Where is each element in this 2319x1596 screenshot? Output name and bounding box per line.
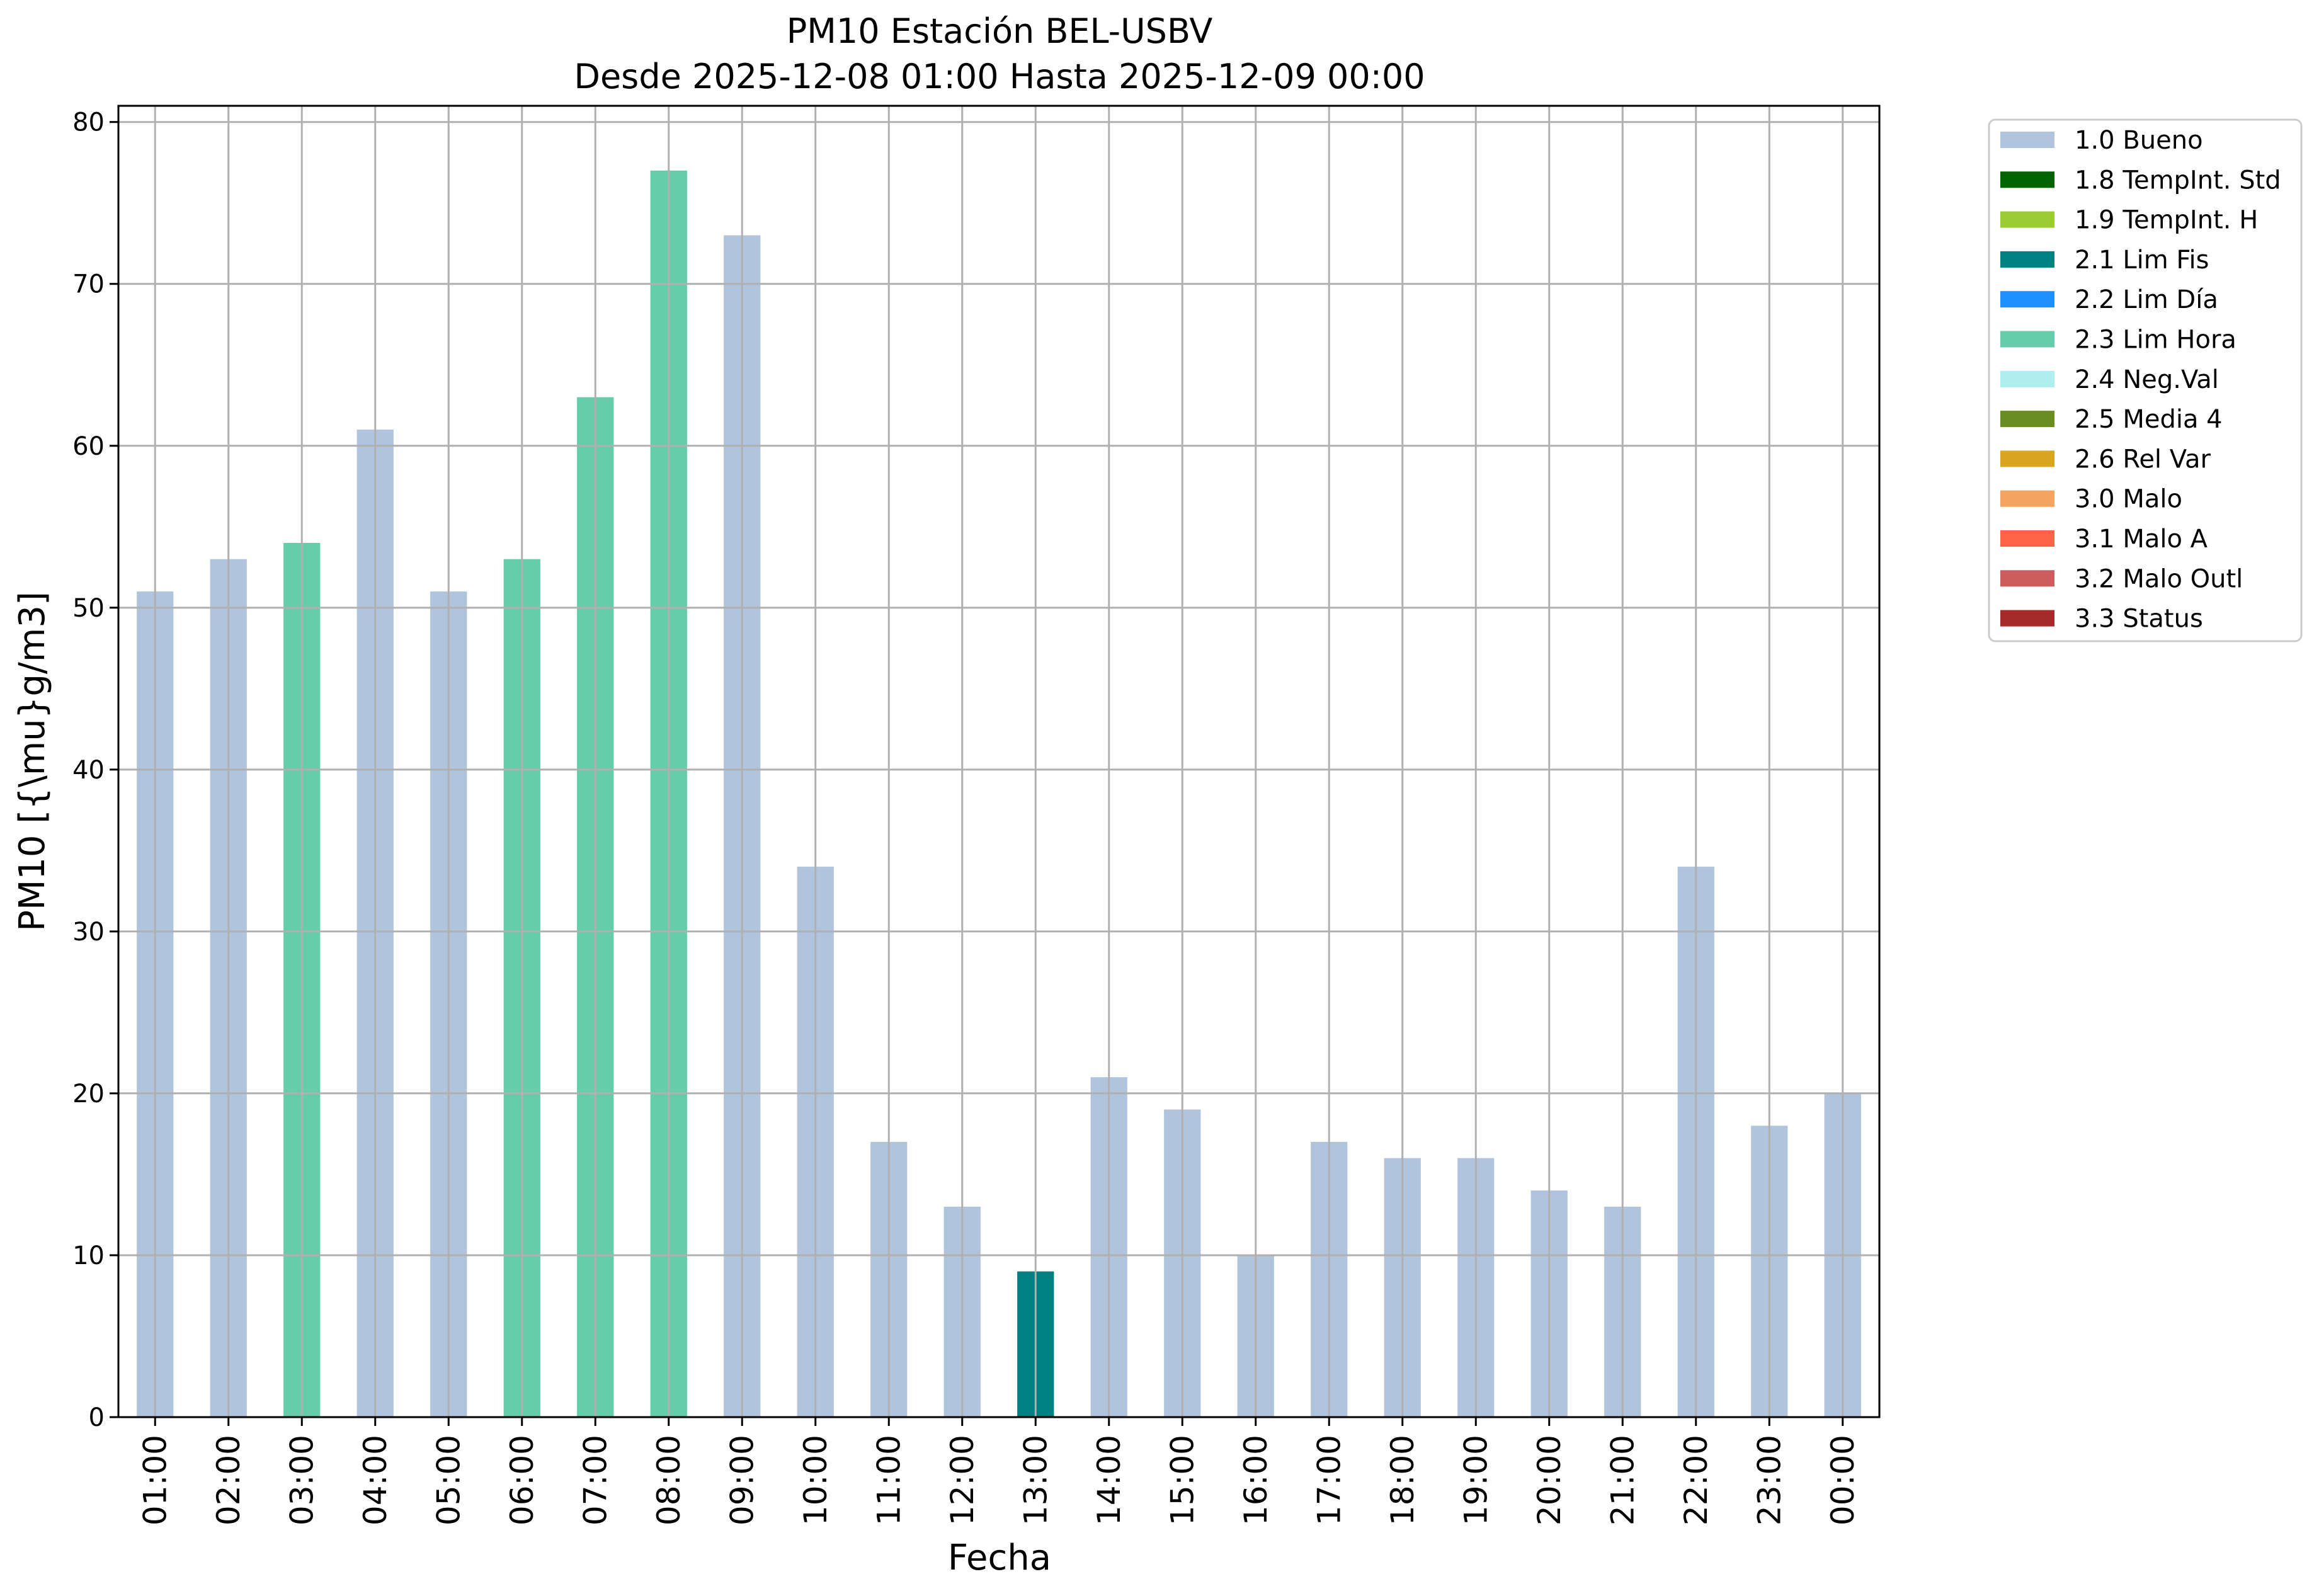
- x-tick-label: 08:00: [651, 1435, 687, 1525]
- x-tick-label: 13:00: [1017, 1435, 1054, 1525]
- x-tick-label: 12:00: [944, 1435, 981, 1525]
- y-tick-label: 0: [89, 1403, 105, 1432]
- x-tick-label: 16:00: [1238, 1435, 1274, 1525]
- legend-swatch: [2000, 530, 2054, 547]
- x-axis: 01:00 02:00 03:00 04:00 05:00 06:00 07:00 08:00…: [137, 1417, 1861, 1525]
- legend-label: 2.1 Lim Fis: [2075, 246, 2209, 275]
- legend-swatch: [2000, 211, 2054, 228]
- legend: 1.0 Bueno 1.8 TempInt. Std 1.9 TempInt. H 2…: [1988, 118, 2303, 642]
- legend-label: 1.8 TempInt. Std: [2075, 166, 2281, 195]
- legend-swatch: [2000, 132, 2054, 148]
- x-tick-label: 23:00: [1751, 1435, 1787, 1525]
- legend-label: 2.5 Media 4: [2075, 405, 2223, 434]
- x-tick-label: 00:00: [1825, 1435, 1861, 1525]
- x-tick-label: 03:00: [283, 1435, 320, 1525]
- legend-label: 2.3 Lim Hora: [2075, 326, 2236, 355]
- x-tick-label: 21:00: [1604, 1435, 1641, 1525]
- x-tick-label: 02:00: [210, 1435, 247, 1525]
- plot-frame: [117, 105, 1881, 1418]
- x-tick-label: 01:00: [137, 1435, 173, 1525]
- y-tick-label: 50: [72, 594, 105, 623]
- legend-label: 1.0 Bueno: [2075, 126, 2203, 155]
- legend-label: 2.4 Neg.Val: [2075, 365, 2219, 394]
- legend-label: 3.0 Malo: [2075, 485, 2182, 514]
- y-tick-label: 10: [72, 1241, 105, 1270]
- chart-title: PM10 Estación BEL-USBV: [787, 11, 1213, 51]
- legend-label: 3.3 Status: [2075, 605, 2203, 634]
- x-tick-label: 04:00: [357, 1435, 394, 1525]
- x-tick-label: 07:00: [577, 1435, 613, 1525]
- legend-label: 2.6 Rel Var: [2075, 445, 2211, 474]
- y-tick-label: 20: [72, 1080, 105, 1109]
- x-tick-label: 11:00: [870, 1435, 907, 1525]
- legend-label: 3.1 Malo A: [2075, 525, 2208, 554]
- legend-swatch: [2000, 450, 2054, 467]
- chart-subtitle: Desde 2025-12-08 01:00 Hasta 2025-12-09 …: [574, 57, 1425, 96]
- x-tick-label: 18:00: [1384, 1435, 1421, 1525]
- x-tick-label: 22:00: [1678, 1435, 1714, 1525]
- x-tick-label: 15:00: [1164, 1435, 1200, 1525]
- legend-label: 2.2 Lim Día: [2075, 285, 2218, 314]
- legend-label: 3.2 Malo Outl: [2075, 564, 2243, 593]
- legend-swatch: [2000, 171, 2054, 188]
- y-tick-label: 30: [72, 918, 105, 947]
- legend-box: [1988, 118, 2303, 642]
- y-tick-label: 70: [72, 270, 105, 299]
- y-tick-label: 80: [72, 108, 105, 137]
- legend-swatch: [2000, 291, 2054, 308]
- legend-swatch: [2000, 610, 2054, 627]
- x-axis-label: Fecha: [948, 1537, 1051, 1578]
- legend-swatch: [2000, 251, 2054, 268]
- legend-swatch: [2000, 411, 2054, 428]
- x-tick-label: 09:00: [724, 1435, 760, 1525]
- legend-label: 1.9 TempInt. H: [2075, 206, 2258, 235]
- x-tick-label: 05:00: [430, 1435, 467, 1525]
- y-tick-label: 40: [72, 756, 105, 785]
- grid: [118, 106, 1879, 1418]
- y-axis-label: PM10 [{\mu}g/m3]: [12, 591, 53, 932]
- legend-swatch: [2000, 370, 2054, 387]
- x-tick-label: 06:00: [504, 1435, 540, 1525]
- y-tick-label: 60: [72, 432, 105, 461]
- x-tick-label: 14:00: [1091, 1435, 1127, 1525]
- x-tick-label: 19:00: [1457, 1435, 1494, 1525]
- y-axis: 0 10 20 30 40 50 60 70 80: [72, 108, 118, 1432]
- legend-swatch: [2000, 331, 2054, 348]
- x-tick-label: 20:00: [1531, 1435, 1568, 1525]
- x-tick-label: 17:00: [1311, 1435, 1347, 1525]
- legend-swatch: [2000, 490, 2054, 507]
- legend-swatch: [2000, 570, 2054, 587]
- x-tick-label: 10:00: [797, 1435, 834, 1525]
